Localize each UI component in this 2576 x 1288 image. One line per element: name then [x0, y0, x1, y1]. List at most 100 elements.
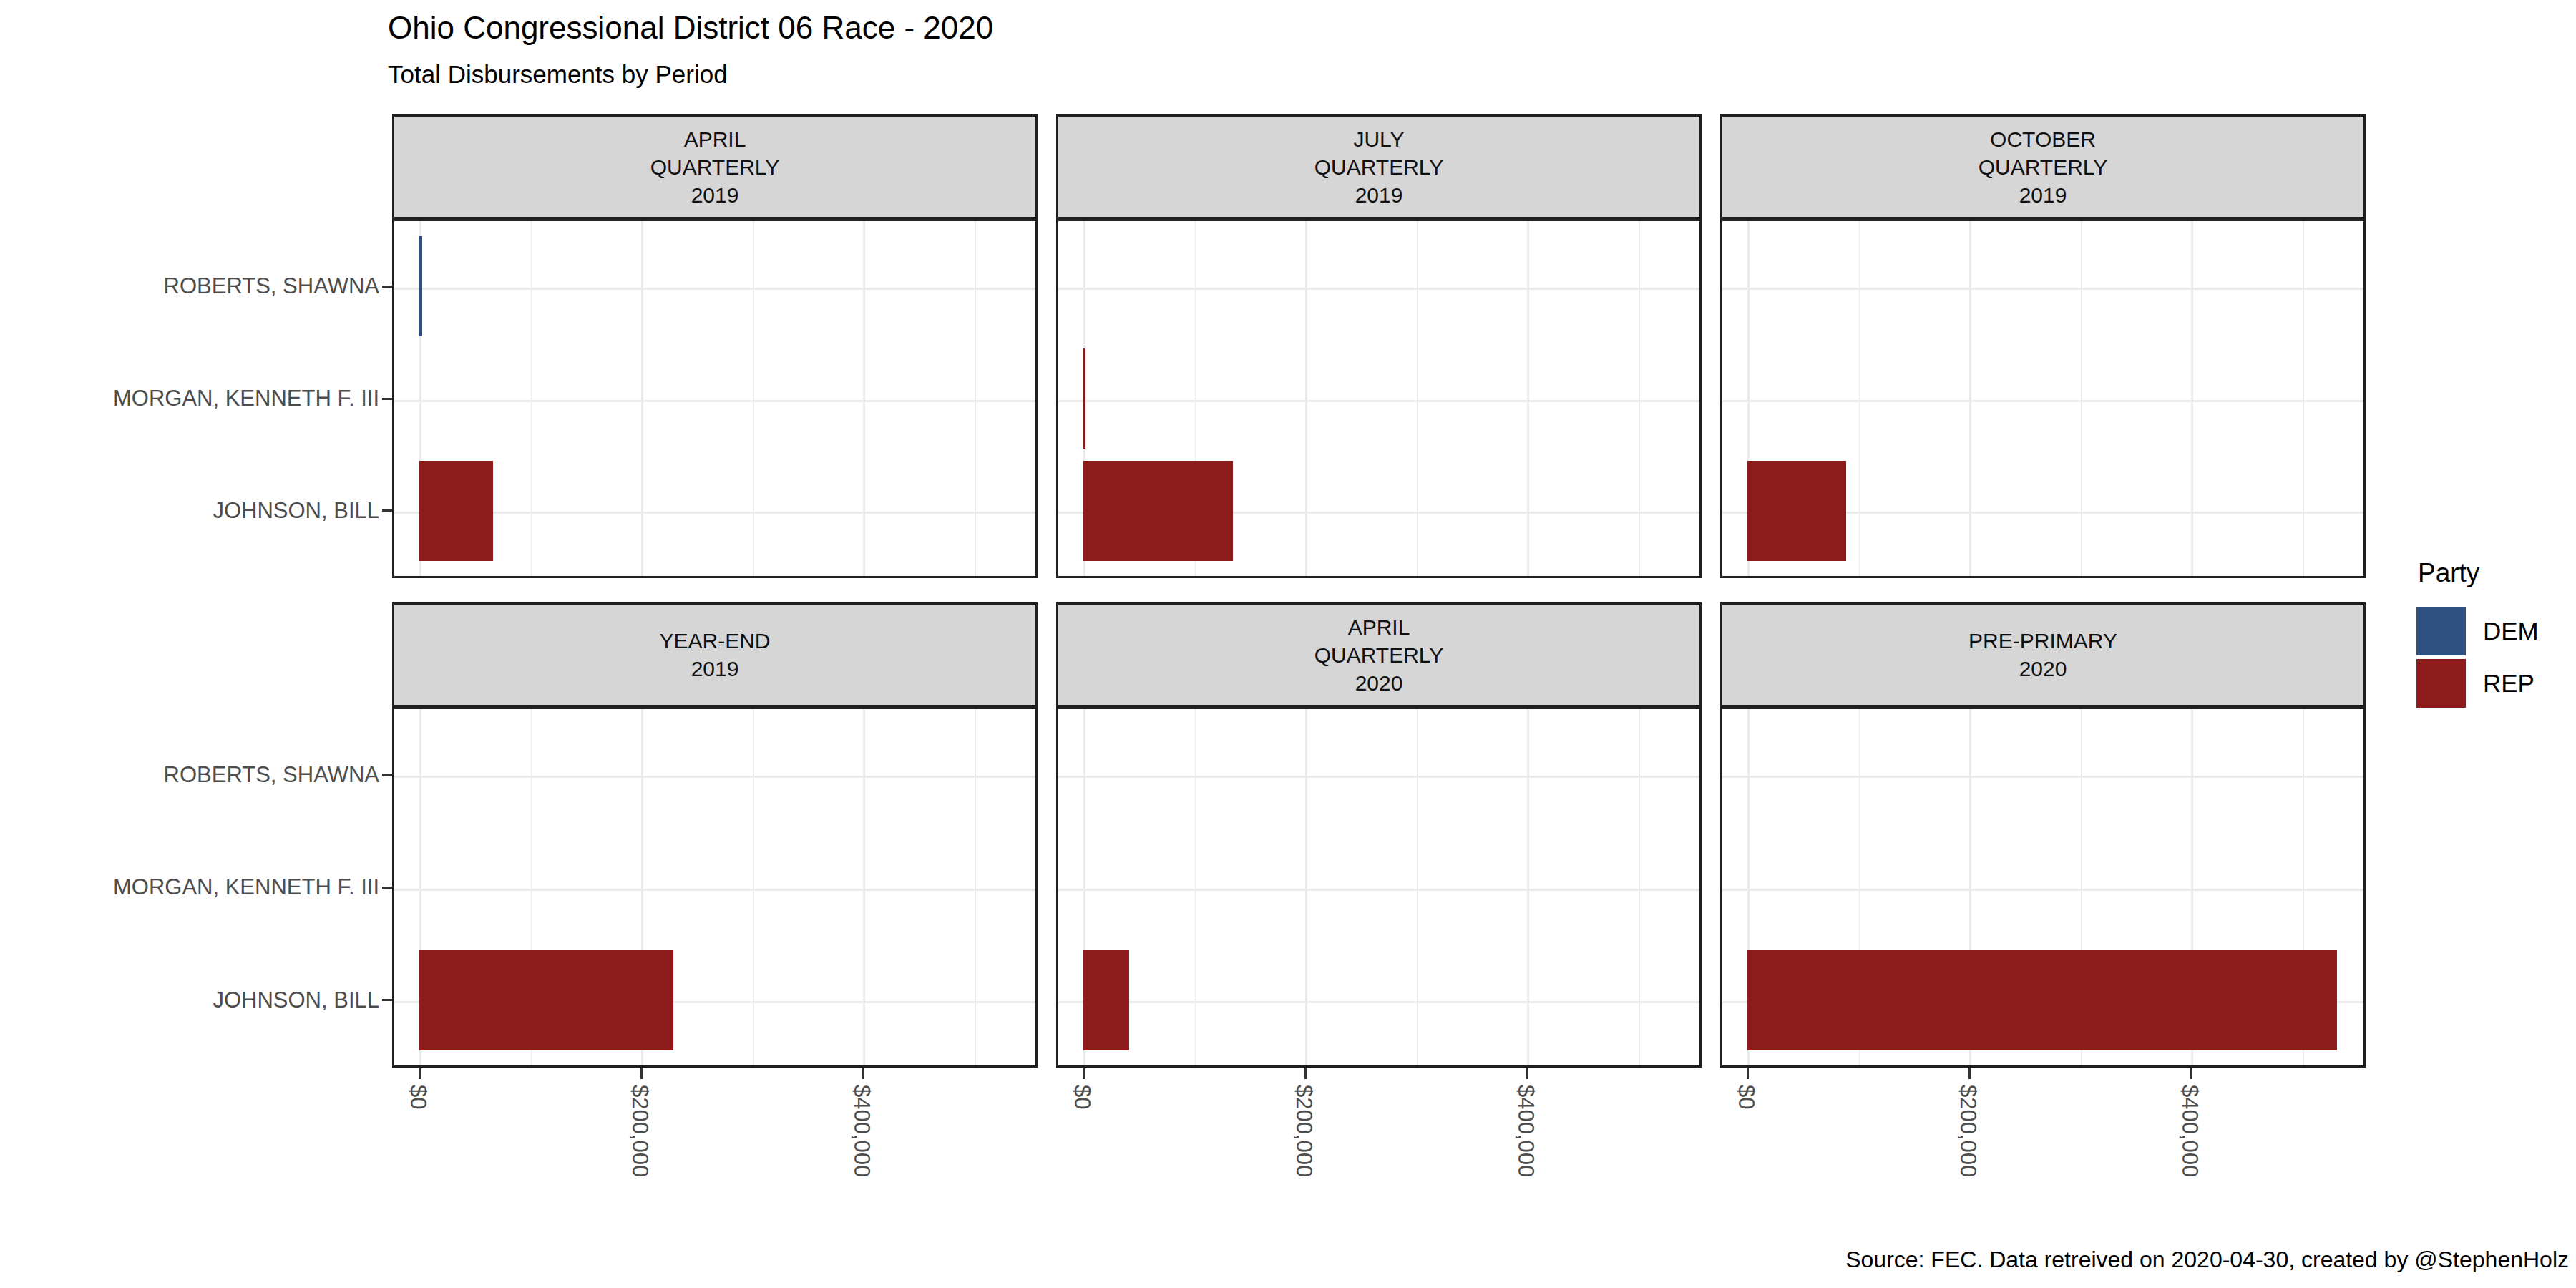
facet-panel [1056, 707, 1702, 1068]
facet-strip-label: OCTOBER [1990, 125, 2096, 153]
bar-rep [1083, 950, 1129, 1050]
bar-rep [419, 950, 673, 1050]
facet-strip: PRE-PRIMARY2020 [1720, 602, 2366, 707]
x-axis-tick [640, 1068, 643, 1079]
y-axis-label: JOHNSON, BILL [29, 987, 379, 1013]
facet-strip-label: PRE-PRIMARY [1968, 627, 2117, 655]
gridline-vertical-minor [1417, 709, 1418, 1065]
chart-figure: Ohio Congressional District 06 Race - 20… [0, 0, 2576, 1288]
gridline-vertical-minor [531, 221, 532, 576]
gridline-horizontal-major [1058, 288, 1699, 290]
x-axis-label: $0 [1733, 1085, 1759, 1109]
facet-strip-label: APRIL [1348, 613, 1410, 641]
x-axis-label: $0 [1069, 1085, 1095, 1109]
x-axis-tick [1083, 1068, 1085, 1079]
gridline-horizontal-major [1722, 776, 2363, 778]
y-axis-label: ROBERTS, SHAWNA [29, 762, 379, 788]
y-axis-label: JOHNSON, BILL [29, 498, 379, 524]
rep-color-swatch [2416, 659, 2466, 708]
bar-rep [1747, 461, 1846, 561]
facet-panel [1056, 219, 1702, 578]
chart-subtitle: Total Disbursements by Period [388, 60, 728, 89]
dem-color-swatch [2416, 607, 2466, 655]
gridline-horizontal-major [1722, 889, 2363, 891]
gridline-vertical-major [1305, 221, 1307, 576]
gridline-vertical-minor [975, 221, 976, 576]
x-axis-label: $200,000 [627, 1085, 653, 1177]
legend-label-dem: DEM [2483, 617, 2539, 645]
facet-strip-label: 2019 [1355, 181, 1403, 209]
x-axis-tick [1304, 1068, 1307, 1079]
facet-strip: JULYQUARTERLY2019 [1056, 114, 1702, 219]
gridline-horizontal-major [394, 889, 1035, 891]
gridline-vertical-major [1527, 709, 1529, 1065]
gridline-horizontal-major [1722, 288, 2363, 290]
gridline-horizontal-major [394, 400, 1035, 402]
facet-strip-label: QUARTERLY [1979, 153, 2108, 181]
x-axis-label: $400,000 [1513, 1085, 1538, 1177]
y-axis-label: ROBERTS, SHAWNA [29, 273, 379, 299]
gridline-vertical-minor [1639, 221, 1640, 576]
gridline-vertical-minor [2081, 221, 2082, 576]
x-axis-label: $0 [405, 1085, 431, 1109]
source-caption: Source: FEC. Data retreived on 2020-04-3… [1845, 1246, 2569, 1273]
gridline-horizontal-major [1058, 776, 1699, 778]
y-axis-label: MORGAN, KENNETH F. III [29, 874, 379, 900]
bar-dem [419, 236, 422, 336]
x-axis-tick [1747, 1068, 1749, 1079]
gridline-horizontal-major [1722, 400, 2363, 402]
chart-title: Ohio Congressional District 06 Race - 20… [388, 10, 993, 46]
facet-strip: APRILQUARTERLY2019 [392, 114, 1038, 219]
x-axis-label: $200,000 [1955, 1085, 1981, 1177]
legend-title: Party [2418, 558, 2539, 588]
gridline-vertical-major [863, 709, 865, 1065]
gridline-vertical-minor [753, 709, 754, 1065]
gridline-vertical-major [2191, 221, 2193, 576]
facet-strip: OCTOBERQUARTERLY2019 [1720, 114, 2366, 219]
gridline-vertical-major [1305, 709, 1307, 1065]
x-axis-tick [1526, 1068, 1528, 1079]
facet-strip: YEAR-END2019 [392, 602, 1038, 707]
gridline-vertical-minor [753, 221, 754, 576]
facet-strip: APRILQUARTERLY2020 [1056, 602, 1702, 707]
facet-strip-label: QUARTERLY [650, 153, 780, 181]
legend-item-dem: DEM [2416, 607, 2539, 655]
legend-label-rep: REP [2483, 669, 2534, 698]
facet-strip-label: QUARTERLY [1314, 153, 1444, 181]
facet-strip-label: 2019 [691, 655, 739, 683]
facet-strip-label: 2020 [2019, 655, 2067, 683]
gridline-horizontal-major [394, 288, 1035, 290]
x-axis-tick [419, 1068, 421, 1079]
gridline-vertical-minor [1417, 221, 1418, 576]
x-axis-tick [2190, 1068, 2192, 1079]
y-axis-tick [382, 887, 392, 889]
gridline-vertical-major [863, 221, 865, 576]
gridline-vertical-minor [975, 709, 976, 1065]
bar-rep [1747, 950, 2337, 1050]
facet-panel [1720, 707, 2366, 1068]
gridline-horizontal-major [394, 776, 1035, 778]
x-axis-label: $400,000 [2177, 1085, 2202, 1177]
y-axis-tick [382, 999, 392, 1001]
bar-rep [1083, 348, 1085, 449]
facet-strip-label: JULY [1353, 125, 1404, 153]
gridline-vertical-minor [2303, 221, 2304, 576]
facet-strip-label: YEAR-END [659, 627, 770, 655]
gridline-vertical-minor [1639, 709, 1640, 1065]
facet-strip-label: 2019 [2019, 181, 2067, 209]
bar-rep [419, 461, 493, 561]
facet-panel [392, 219, 1038, 578]
gridline-vertical-major [1527, 221, 1529, 576]
legend: Party DEM REP [2408, 558, 2539, 711]
gridline-horizontal-major [1058, 889, 1699, 891]
facet-panel [392, 707, 1038, 1068]
y-axis-label: MORGAN, KENNETH F. III [29, 386, 379, 411]
gridline-vertical-major [1969, 221, 1971, 576]
gridline-vertical-major [641, 221, 643, 576]
y-axis-tick [382, 774, 392, 776]
gridline-horizontal-major [1058, 400, 1699, 402]
facet-strip-label: APRIL [684, 125, 746, 153]
facet-strip-label: 2019 [691, 181, 739, 209]
gridline-horizontal-major [1058, 1001, 1699, 1003]
bar-rep [1083, 461, 1233, 561]
